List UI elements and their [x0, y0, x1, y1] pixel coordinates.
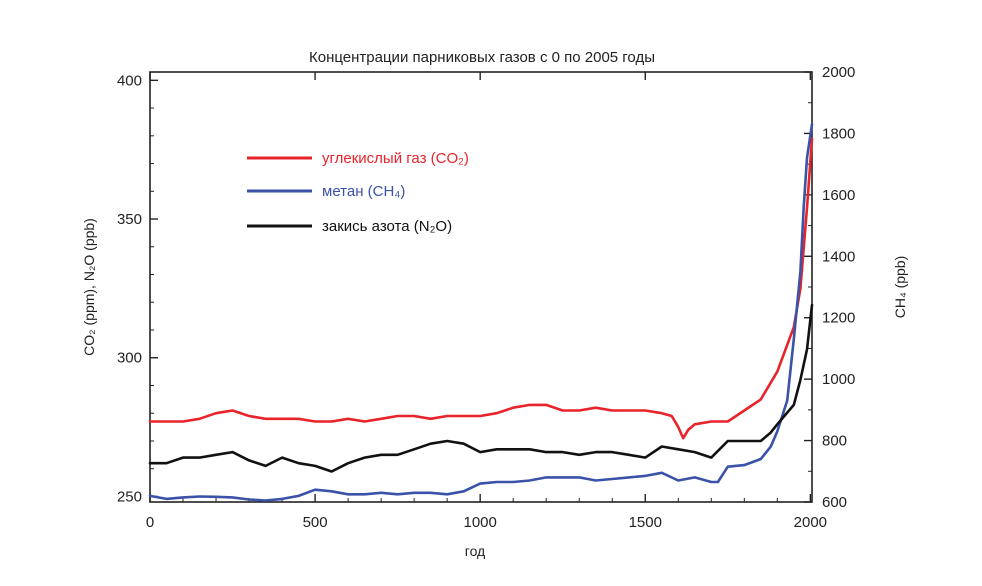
- legend-label-ch4: метан (CH₄): [322, 183, 405, 200]
- y-left-tick-label: 400: [117, 72, 142, 89]
- y-right-tick-label: 1000: [822, 371, 855, 388]
- y-left-tick-label: 250: [117, 488, 142, 505]
- y-left-tick-label: 350: [117, 211, 142, 228]
- y-left-tick-label: 300: [117, 350, 142, 367]
- x-tick-label: 1000: [463, 514, 496, 531]
- x-tick-label: 1500: [629, 514, 662, 531]
- legend-label-n2o: закись азота (N₂O): [322, 218, 452, 235]
- series-line-ch4: [148, 122, 814, 502]
- y-right-tick-label: 2000: [822, 64, 855, 81]
- x-axis-label: год: [465, 543, 485, 559]
- y-right-tick-label: 1600: [822, 187, 855, 204]
- y-right-tick-label: 1400: [822, 248, 855, 265]
- x-tick-label: 0: [146, 514, 154, 531]
- y-right-tick-label: 1800: [822, 125, 855, 142]
- y-left-axis-ticks: 250 300 350 400: [117, 72, 158, 505]
- y-right-axis-label: CH₄ (ppb): [892, 256, 908, 319]
- y-right-tick-label: 1200: [822, 310, 855, 327]
- chart-title: Концентрации парниковых газов с 0 по 200…: [309, 49, 655, 66]
- y-right-tick-label: 600: [822, 494, 847, 511]
- y-right-axis-ticks: 600 800 1000 1200 1400 1600 1800 2000: [804, 64, 855, 511]
- legend-label-co2: углекислый газ (CO₂): [322, 150, 469, 167]
- x-tick-label: 500: [303, 514, 328, 531]
- legend: углекислый газ (CO₂) метан (CH₄) закись …: [247, 150, 469, 235]
- series-lines: [148, 122, 814, 502]
- y-left-axis-label: CO₂ (ppm), N₂O (ppb): [81, 218, 97, 356]
- x-tick-label: 2000: [794, 514, 827, 531]
- plot-frame: [149, 71, 813, 503]
- series-line-co2: [148, 137, 814, 440]
- x-axis-ticks: 0 500 1000 1500 2000: [146, 72, 827, 531]
- series-line-n2o: [148, 303, 814, 473]
- y-right-tick-label: 800: [822, 433, 847, 450]
